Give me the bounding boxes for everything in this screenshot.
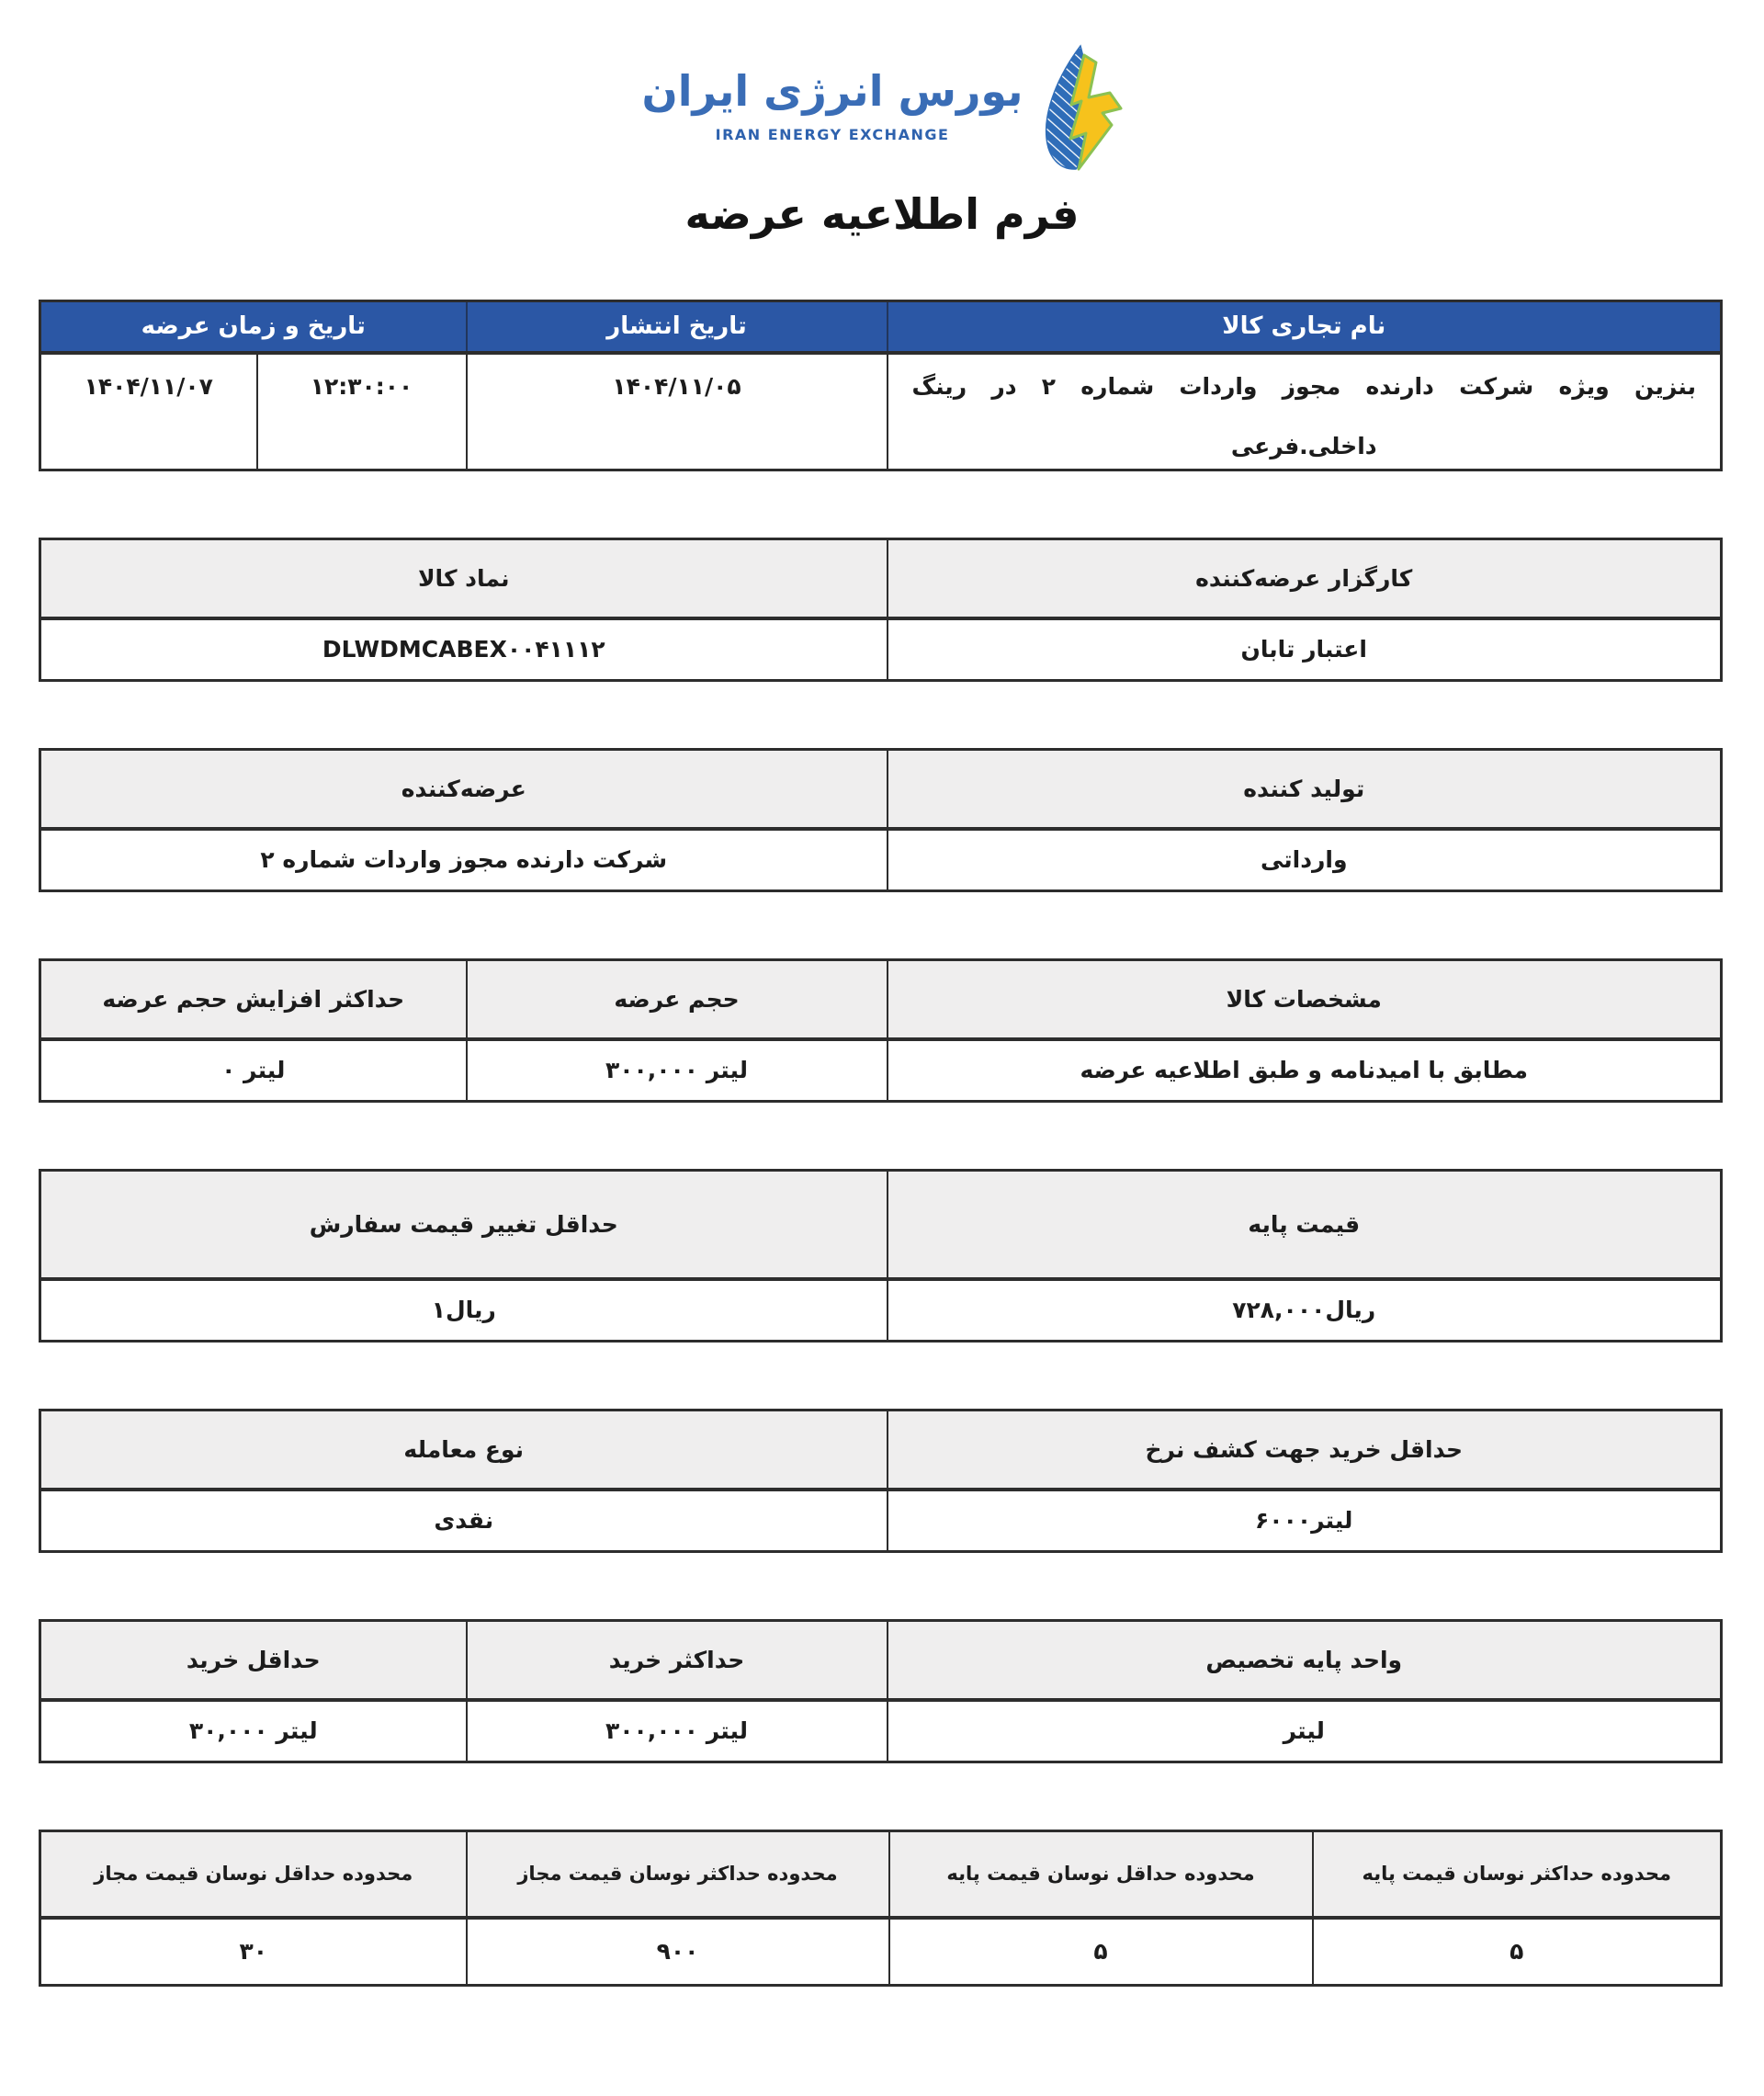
max-buy-header-cell: حداکثر خرید: [465, 1619, 888, 1702]
min-base-range-header-cell: محدوده حداقل نوسان قیمت پایه: [888, 1830, 1314, 1920]
min-tick-value-cell: ریال۱: [39, 1277, 888, 1343]
base-price-header-cell: قیمت پایه: [886, 1169, 1723, 1281]
commodity-name-line2: داخلی.فرعی: [1230, 432, 1377, 459]
max-allowed-range-header-cell: محدوده حداکثر نوسان قیمت مجاز: [465, 1830, 890, 1920]
supplier-value-cell: شرکت دارنده مجوز واردات شماره ۲: [39, 827, 888, 892]
logo-persian-name: بورس انرژی ایران: [641, 66, 1023, 116]
purchase-limits-table: واحد پایه تخصیص حداکثر خرید حداقل خرید ل…: [39, 1619, 1723, 1763]
volume-header-cell: حجم عرضه: [465, 958, 888, 1041]
fluctuation-limits-table: محدوده حداکثر نوسان قیمت پایه محدوده حدا…: [39, 1830, 1723, 1987]
base-price-value-cell: ریال۷۲۸,۰۰۰: [886, 1277, 1723, 1343]
min-discovery-header-cell: حداقل خرید جهت کشف نرخ: [886, 1409, 1723, 1491]
min-tick-header-cell: حداقل تغییر قیمت سفارش: [39, 1169, 888, 1281]
volume-value-cell: لیتر ۳۰۰,۰۰۰: [465, 1037, 888, 1103]
commodity-name-header-cell: نام تجاری کالا: [886, 300, 1723, 355]
iranex-logo-text: بورس انرژی ایران IRAN ENERGY EXCHANGE: [641, 44, 1023, 143]
max-increase-value-cell: لیتر ۰: [39, 1037, 468, 1103]
max-buy-value-cell: لیتر ۳۰۰,۰۰۰: [465, 1698, 888, 1763]
alloc-unit-header-cell: واحد پایه تخصیص: [886, 1619, 1723, 1702]
min-base-range-value-cell: ۵: [888, 1916, 1314, 1987]
min-buy-value-cell: لیتر ۳۰,۰۰۰: [39, 1698, 468, 1763]
alloc-unit-value-cell: لیتر: [886, 1698, 1723, 1763]
supply-date-value-cell: ۱۴۰۴/۱۱/۰۷: [39, 351, 258, 471]
supply-time-value-cell: ۱۲:۳۰:۰۰: [255, 351, 468, 471]
symbol-header-cell: نماد کالا: [39, 538, 888, 620]
trade-type-header-cell: نوع معامله: [39, 1409, 888, 1491]
specs-value-cell: مطابق با امیدنامه و طبق اطلاعیه عرضه: [886, 1037, 1723, 1103]
logo-english-name: IRAN ENERGY EXCHANGE: [715, 125, 950, 143]
specs-volume-table: مشخصات کالا حجم عرضه حداکثر افزایش حجم ع…: [39, 958, 1723, 1103]
max-increase-header-cell: حداکثر افزایش حجم عرضه: [39, 958, 468, 1041]
trade-info-table: نام تجاری کالا تاریخ انتشار تاریخ و زمان…: [39, 300, 1723, 471]
max-allowed-range-value-cell: ۹۰۰: [465, 1916, 890, 1987]
symbol-value-cell: DLWDMCABEX۰۰۴۱۱۱۲: [39, 617, 888, 682]
commodity-name-value-cell: بنزین ویژه شرکت دارنده مجوز واردات شماره…: [886, 351, 1723, 471]
publish-date-header-cell: تاریخ انتشار: [465, 300, 888, 355]
trade-terms-table: حداقل خرید جهت کشف نرخ نوع معامله لیتر۶۰…: [39, 1409, 1723, 1553]
commodity-name-line1: بنزین ویژه شرکت دارنده مجوز واردات شماره…: [911, 372, 1697, 400]
broker-value-cell: اعتبار تابان: [886, 617, 1723, 682]
trade-type-value-cell: نقدی: [39, 1488, 888, 1553]
broker-symbol-table: کارگزار عرضه‌کننده نماد کالا اعتبار تابا…: [39, 538, 1723, 682]
supply-datetime-header-cell: تاریخ و زمان عرضه: [39, 300, 468, 355]
producer-supplier-table: تولید کننده عرضه‌کننده وارداتی شرکت دارن…: [39, 748, 1723, 892]
producer-header-cell: تولید کننده: [886, 748, 1723, 831]
publish-date-value-cell: ۱۴۰۴/۱۱/۰۵: [465, 351, 888, 471]
form-title: فرم اطلاعیه عرضه: [684, 189, 1080, 239]
producer-value-cell: وارداتی: [886, 827, 1723, 892]
iranex-leaf-lightning-icon: [1038, 44, 1123, 171]
broker-header-cell: کارگزار عرضه‌کننده: [886, 538, 1723, 620]
max-base-range-value-cell: ۵: [1311, 1916, 1723, 1987]
form-sheet: نام تجاری کالا تاریخ انتشار تاریخ و زمان…: [39, 300, 1723, 1987]
min-allowed-range-value-cell: ۳۰: [39, 1916, 468, 1987]
max-base-range-header-cell: محدوده حداکثر نوسان قیمت پایه: [1311, 1830, 1723, 1920]
min-allowed-range-header-cell: محدوده حداقل نوسان قیمت مجاز: [39, 1830, 468, 1920]
min-discovery-value-cell: لیتر۶۰۰۰: [886, 1488, 1723, 1553]
pricing-table: قیمت پایه حداقل تغییر قیمت سفارش ریال۷۲۸…: [39, 1169, 1723, 1343]
iranex-logo: بورس انرژی ایران IRAN ENERGY EXCHANGE: [0, 0, 1764, 175]
supplier-header-cell: عرضه‌کننده: [39, 748, 888, 831]
min-buy-header-cell: حداقل خرید: [39, 1619, 468, 1702]
specs-header-cell: مشخصات کالا: [886, 958, 1723, 1041]
